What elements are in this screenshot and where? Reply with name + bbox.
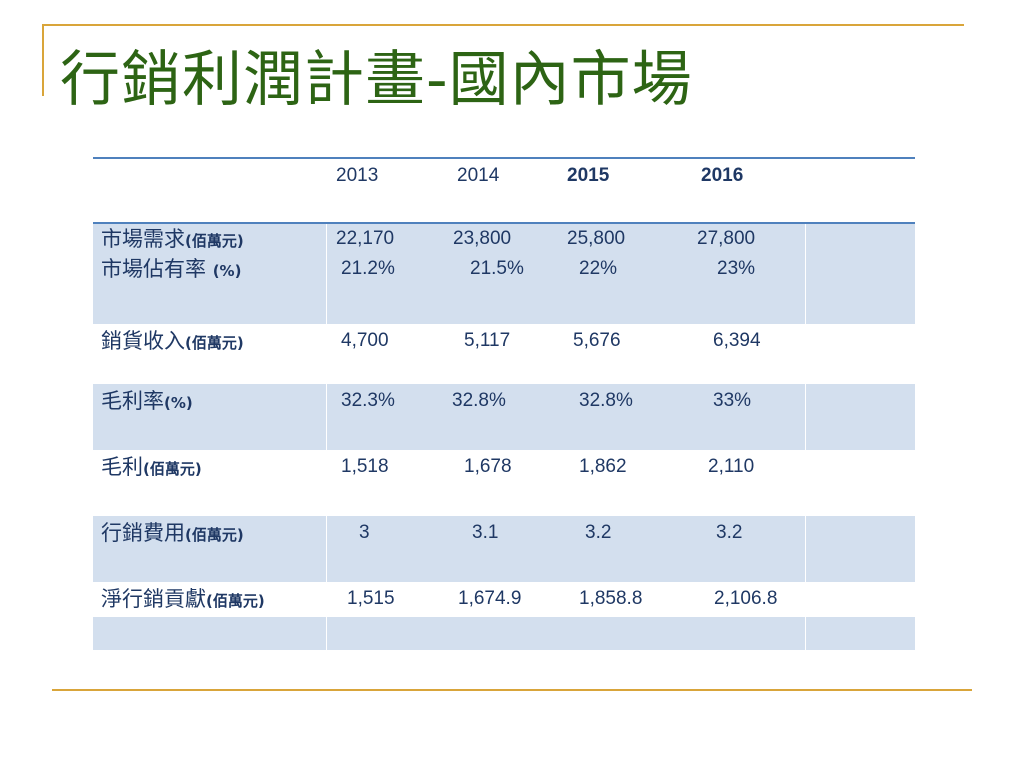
row-label-net-marketing-contribution: 淨行銷貢獻(佰萬元) (101, 587, 265, 611)
marketing-expense-2016: 3.2 (716, 522, 743, 543)
gross-margin-rate-2016: 33% (713, 390, 752, 411)
sales-revenue-2016: 6,394 (713, 330, 761, 351)
left-accent-line (42, 24, 44, 96)
market-share-2013: 21.2% (341, 258, 395, 279)
table-row-gross-profit: 毛利(佰萬元) 1,518 1,678 1,862 2,110 (93, 450, 915, 516)
net-contribution-2015: 1,858.8 (579, 588, 643, 609)
sales-revenue-2015: 5,676 (573, 330, 621, 351)
row-label-gross-profit: 毛利(佰萬元) (101, 455, 202, 479)
net-contribution-2014: 1,674.9 (458, 588, 522, 609)
net-contribution-2013: 1,515 (347, 588, 395, 609)
market-demand-2014: 23,800 (453, 228, 512, 249)
marketing-expense-2013: 3 (359, 522, 370, 543)
column-divider-left (326, 224, 327, 650)
market-demand-2015: 25,800 (567, 228, 626, 249)
table-row-market: 市場需求(佰萬元) 市場佔有率 (%) 22,170 23,800 25,800… (93, 224, 915, 324)
table-row-net-marketing-contribution: 淨行銷貢獻(佰萬元) 1,515 1,674.9 1,858.8 2,106.8 (93, 582, 915, 617)
table-row-marketing-expense: 行銷費用(佰萬元) 3 3.1 3.2 3.2 (93, 516, 915, 582)
column-divider-right (805, 224, 806, 650)
gross-profit-2015: 1,862 (579, 456, 627, 477)
year-2015: 2015 (567, 165, 610, 186)
table-row-sales-revenue: 銷貨收入(佰萬元) 4,700 5,117 5,676 6,394 (93, 324, 915, 384)
gross-profit-2014: 1,678 (464, 456, 512, 477)
year-2016: 2016 (701, 165, 744, 186)
net-contribution-2016: 2,106.8 (714, 588, 778, 609)
sales-revenue-2014: 5,117 (464, 330, 511, 351)
slide-title: 行銷利潤計畫-國內市場 (60, 45, 693, 115)
market-share-2015: 22% (579, 258, 618, 279)
table-row-gross-margin-rate: 毛利率(%) 32.3% 32.8% 32.8% 33% (93, 384, 915, 450)
bottom-accent-line (52, 689, 972, 691)
market-share-2014: 21.5% (470, 258, 524, 279)
marketing-expense-2015: 3.2 (585, 522, 612, 543)
row-label-market-demand: 市場需求(佰萬元) (101, 227, 244, 251)
table-header-row: 2013 2014 2015 2016 (93, 157, 915, 224)
row-label-market-share: 市場佔有率 (%) (101, 257, 242, 281)
row-label-gross-margin-rate: 毛利率(%) (101, 389, 193, 413)
top-accent-line (42, 24, 964, 26)
year-2014: 2014 (457, 165, 500, 186)
market-demand-2016: 27,800 (697, 228, 756, 249)
gross-profit-2013: 1,518 (341, 456, 389, 477)
gross-margin-rate-2014: 32.8% (452, 390, 506, 411)
marketing-expense-2014: 3.1 (472, 522, 499, 543)
profit-plan-table: 2013 2014 2015 2016 市場需求(佰萬元) 市場佔有率 (%) … (93, 157, 915, 650)
year-2013: 2013 (336, 165, 379, 186)
market-demand-2013: 22,170 (336, 228, 395, 249)
gross-margin-rate-2013: 32.3% (341, 390, 395, 411)
gross-profit-2016: 2,110 (708, 456, 755, 477)
table-row-empty (93, 617, 915, 650)
row-label-marketing-expense: 行銷費用(佰萬元) (101, 521, 244, 545)
sales-revenue-2013: 4,700 (341, 330, 389, 351)
market-share-2016: 23% (717, 258, 756, 279)
row-label-sales-revenue: 銷貨收入(佰萬元) (101, 329, 244, 353)
gross-margin-rate-2015: 32.8% (579, 390, 633, 411)
